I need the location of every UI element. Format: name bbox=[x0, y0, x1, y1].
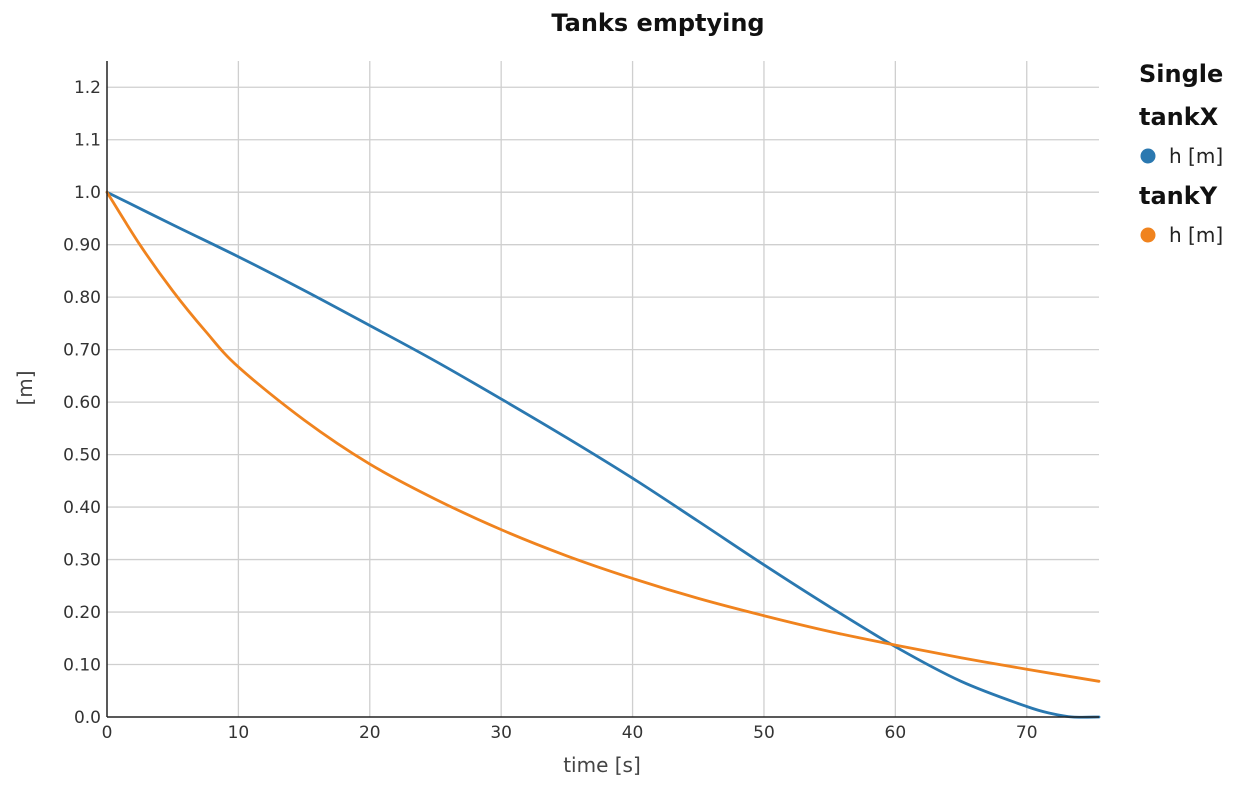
x-gridlines bbox=[237, 61, 1028, 717]
legend: Single tankX h [m] tankY h [m] bbox=[1139, 60, 1223, 247]
x-axis-label: time [s] bbox=[563, 753, 641, 777]
y-tick-label: 0.60 bbox=[63, 393, 101, 413]
y-tick-label: 0.90 bbox=[63, 236, 101, 256]
y-tick-label: 0.30 bbox=[63, 551, 101, 571]
y-tick-labels: 0.0 0.10 0.20 0.30 0.40 0.50 0.60 0.70 0.80 0.90 1… bbox=[63, 78, 101, 728]
x-tick-label: 60 bbox=[885, 723, 907, 743]
series-layer bbox=[105, 190, 1101, 719]
legend-item-label: h [m] bbox=[1169, 144, 1223, 168]
legend-group-title: tankY bbox=[1139, 182, 1218, 210]
x-tick-label: 20 bbox=[359, 723, 381, 743]
legend-group-title: tankX bbox=[1139, 103, 1219, 131]
series-line-tankY bbox=[105, 190, 1101, 683]
y-tick-label: 0.40 bbox=[63, 498, 101, 518]
x-tick-label: 10 bbox=[228, 723, 250, 743]
x-tick-label: 70 bbox=[1016, 723, 1038, 743]
y-tick-label: 0.50 bbox=[63, 446, 101, 466]
y-gridlines bbox=[107, 86, 1099, 666]
x-tick-label: 30 bbox=[490, 723, 512, 743]
legend-groups: tankX h [m] tankY h [m] bbox=[1139, 103, 1223, 247]
x-tick-label: 40 bbox=[622, 723, 644, 743]
legend-title: Single bbox=[1139, 60, 1223, 88]
y-tick-label: 0.80 bbox=[63, 288, 101, 308]
y-tick-label: 0.10 bbox=[63, 656, 101, 676]
chart-title: Tanks emptying bbox=[551, 9, 764, 37]
y-tick-label: 0.0 bbox=[74, 708, 101, 728]
x-tick-label: 0 bbox=[102, 723, 113, 743]
legend-marker bbox=[1140, 148, 1156, 164]
y-tick-label: 1.2 bbox=[74, 78, 101, 98]
y-tick-label: 0.70 bbox=[63, 341, 101, 361]
y-tick-label: 1.1 bbox=[74, 131, 101, 151]
x-tick-labels: 0 10 20 30 40 50 60 70 bbox=[102, 723, 1038, 743]
y-tick-label: 1.0 bbox=[74, 183, 101, 203]
x-tick-label: 50 bbox=[753, 723, 775, 743]
y-tick-label: 0.20 bbox=[63, 603, 101, 623]
legend-marker bbox=[1140, 227, 1156, 243]
y-axis-label: [m] bbox=[13, 370, 37, 405]
legend-item-label: h [m] bbox=[1169, 223, 1223, 247]
series-line-tankX bbox=[105, 190, 1101, 719]
